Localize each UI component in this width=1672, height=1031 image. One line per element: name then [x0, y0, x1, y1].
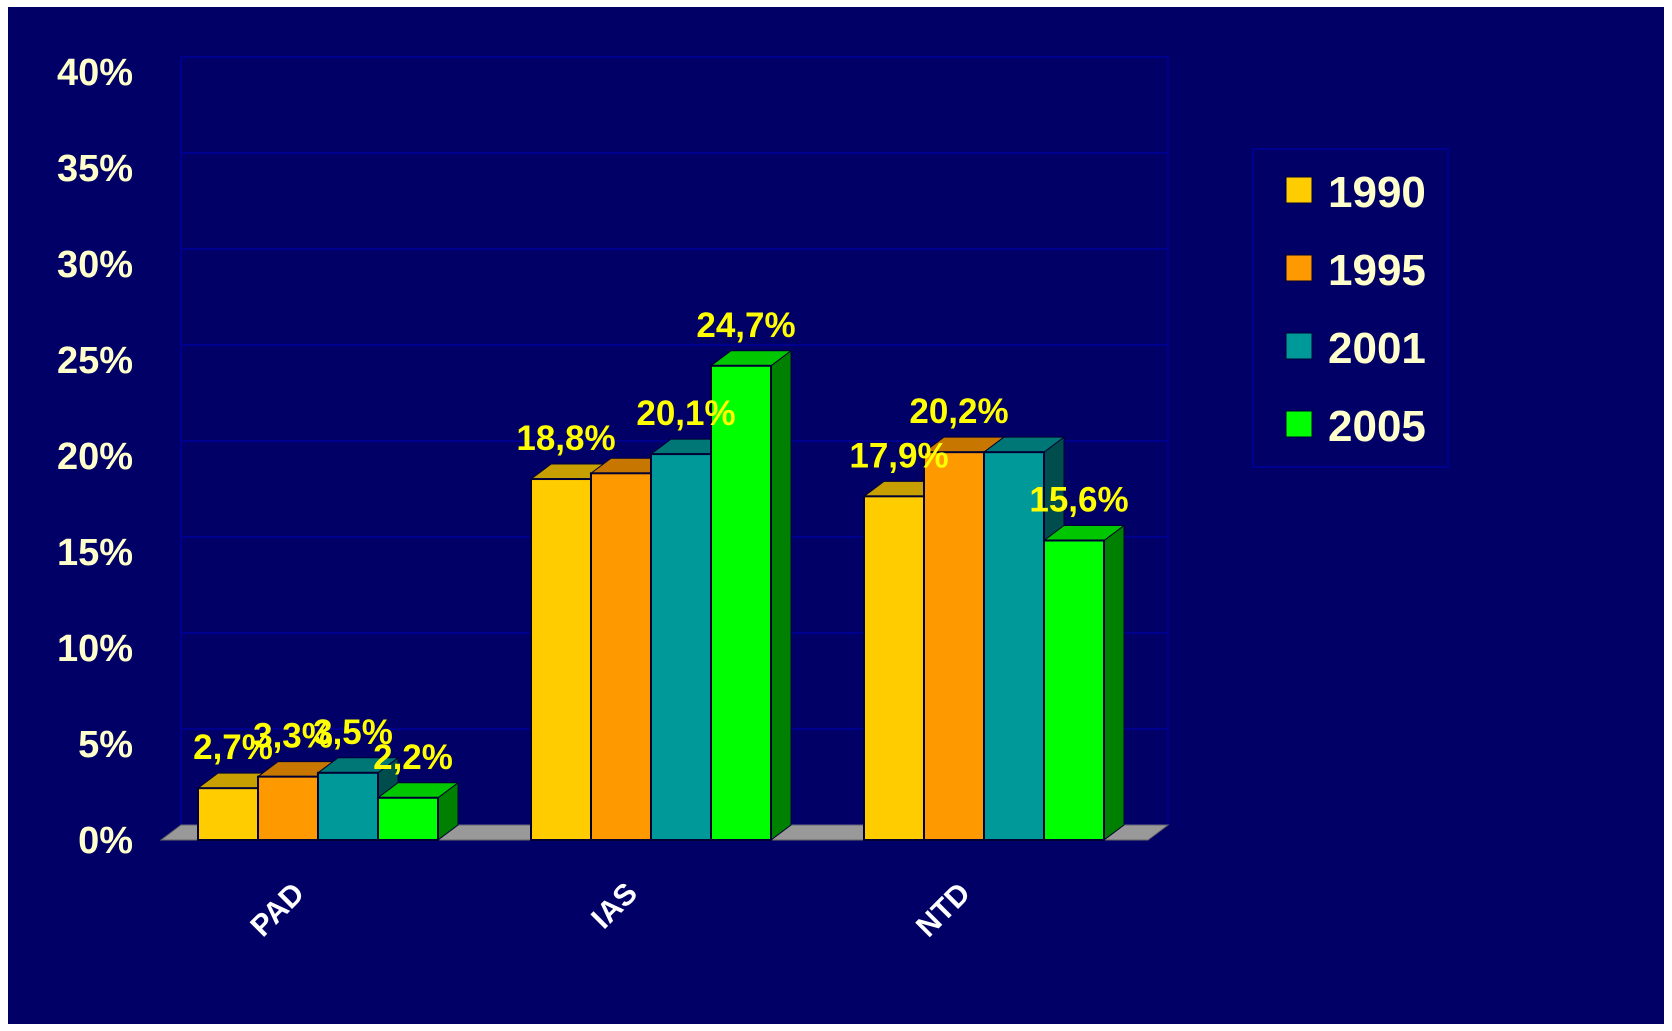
- legend-swatch: [1285, 176, 1313, 204]
- data-label: 17,9%: [849, 436, 948, 475]
- legend-swatch: [1285, 254, 1313, 282]
- legend-label: 1990: [1328, 168, 1426, 217]
- data-label: 15,6%: [1029, 480, 1128, 519]
- bar-pad-1995: [257, 775, 319, 842]
- bar-pad-2005: [377, 796, 439, 842]
- data-label: 20,2%: [909, 392, 1008, 431]
- data-label: 18,8%: [516, 419, 615, 458]
- bar-ntd-1995: [923, 451, 985, 841]
- y-tick-label: 15%: [57, 532, 133, 574]
- legend-swatch: [1285, 410, 1313, 438]
- category-label: PAD: [244, 877, 311, 944]
- y-tick-label: 40%: [57, 52, 133, 94]
- bar-ias-2005: [710, 364, 772, 841]
- legend-label: 2005: [1328, 402, 1426, 451]
- bar-ias-2001: [650, 453, 712, 841]
- bar-ntd-2001: [983, 451, 1045, 841]
- legend-label: 2001: [1328, 324, 1426, 373]
- y-tick-label: 20%: [57, 436, 133, 478]
- bar-chart: 0% 5% 10% 15% 20% 25% 30% 35% 40% 2,7%3,3%3,5%2,2…: [57, 52, 1449, 944]
- bar-pad-1990: [197, 787, 259, 841]
- y-tick-label: 10%: [57, 628, 133, 670]
- y-tick-label: 25%: [57, 340, 133, 382]
- category-label: IAS: [585, 877, 644, 936]
- chart-area: 0% 5% 10% 15% 20% 25% 30% 35% 40% 2,7% 3,3% 3,5% 2,2…: [8, 7, 1664, 1024]
- bar-pad-2001: [317, 771, 379, 841]
- data-label: 3,5%: [313, 713, 393, 752]
- bar-ias-1990: [530, 478, 592, 841]
- data-label: 20,1%: [636, 394, 735, 433]
- bar-side-ias-2005: [770, 349, 792, 841]
- data-label: 2,2%: [373, 738, 453, 777]
- data-label: 2,7%: [193, 728, 273, 767]
- legend-label: 1995: [1328, 246, 1426, 295]
- data-label: 3,3%: [253, 717, 333, 756]
- y-tick-label: 30%: [57, 244, 133, 286]
- bar-side-ntd-2005: [1103, 524, 1125, 841]
- data-label: 24,7%: [696, 306, 795, 345]
- legend-swatch: [1285, 332, 1313, 360]
- y-tick-label: 5%: [78, 724, 133, 766]
- bar-ias-1995: [590, 472, 652, 841]
- y-tick-label: 35%: [57, 148, 133, 190]
- bar-ntd-2005: [1043, 539, 1105, 841]
- bar-ntd-1990: [863, 495, 925, 841]
- legend-box: [1252, 148, 1449, 468]
- category-label: NTD: [910, 877, 977, 944]
- y-tick-label: 0%: [78, 820, 133, 862]
